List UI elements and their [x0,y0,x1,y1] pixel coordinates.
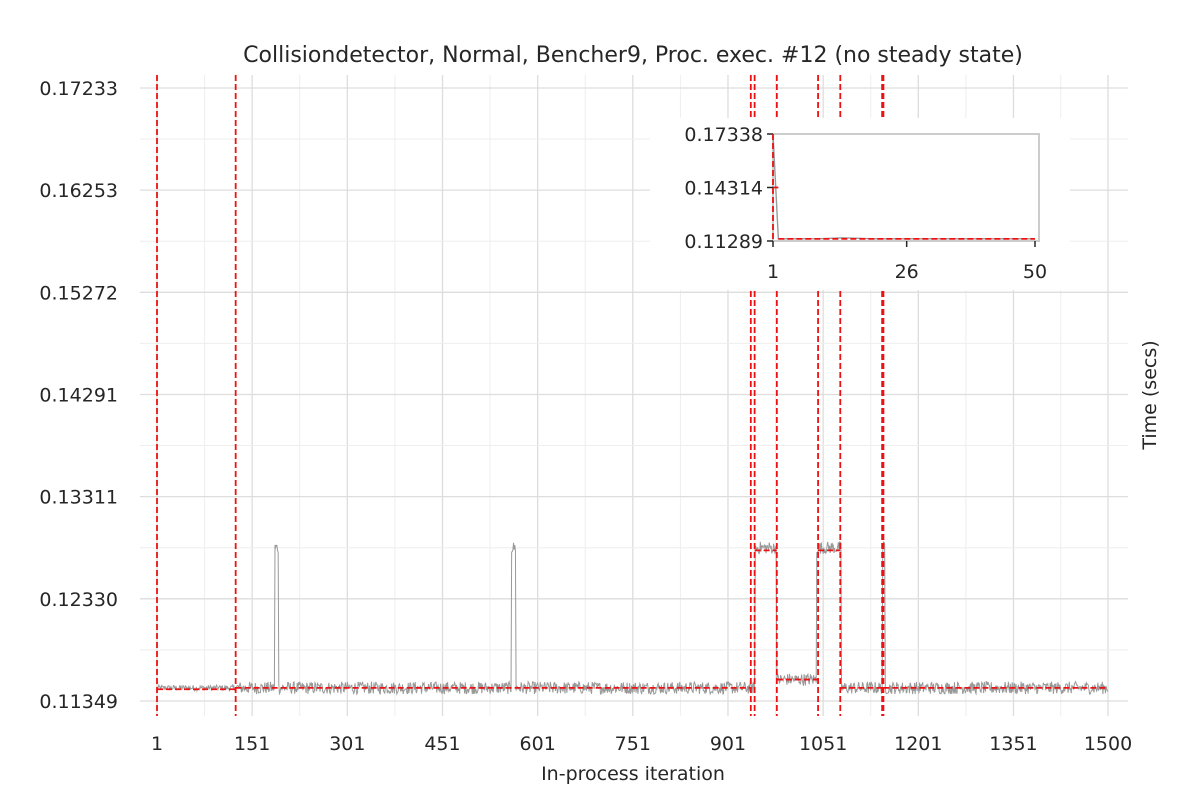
y-tick-label: 0.11349 [39,691,118,713]
x-tick-label: 1201 [894,733,942,755]
y-tick-label: 0.16253 [39,180,118,202]
inset-background [650,118,1070,290]
x-tick-label: 1051 [799,733,847,755]
x-tick-label: 1351 [989,733,1037,755]
inset-y-tick-label: 0.14314 [684,177,763,199]
main-segments [157,549,1108,691]
main-changepoints [156,75,885,716]
y-tick-label: 0.12330 [39,589,118,611]
x-tick-label: 151 [234,733,270,755]
x-tick-label: 901 [710,733,746,755]
chart-title: Collisiondetector, Normal, Bencher9, Pro… [243,43,1023,68]
main-series [156,541,1109,696]
timing-series [156,541,1109,696]
x-tick-label: 751 [615,733,651,755]
x-tick-label: 1500 [1084,733,1132,755]
inset-chart: 0.11289 0.14314 0.17338 1 26 50 [650,118,1070,290]
inset-x-tick-label: 26 [895,261,919,283]
x-axis-title: In-process iteration [541,763,725,785]
inset-x-tick-label: 1 [767,261,779,283]
inset-y-tick-label: 0.17338 [684,124,763,146]
y-tick-label: 0.17233 [39,78,118,100]
x-tick-label: 1 [151,733,163,755]
x-tick-label: 451 [424,733,460,755]
y-tick-label: 0.15272 [39,282,118,304]
inset-x-tick-label: 50 [1023,261,1047,283]
y-axis-title: Time (secs) [1139,340,1161,450]
x-tick-label: 601 [520,733,556,755]
main-tick-labels: 1 151 301 451 601 751 901 1051 1201 1351 1500 0.113… [39,78,1132,755]
y-tick-label: 0.14291 [39,385,118,407]
inset-y-tick-label: 0.11289 [684,231,763,253]
y-tick-label: 0.13311 [39,487,118,509]
x-tick-label: 301 [329,733,365,755]
